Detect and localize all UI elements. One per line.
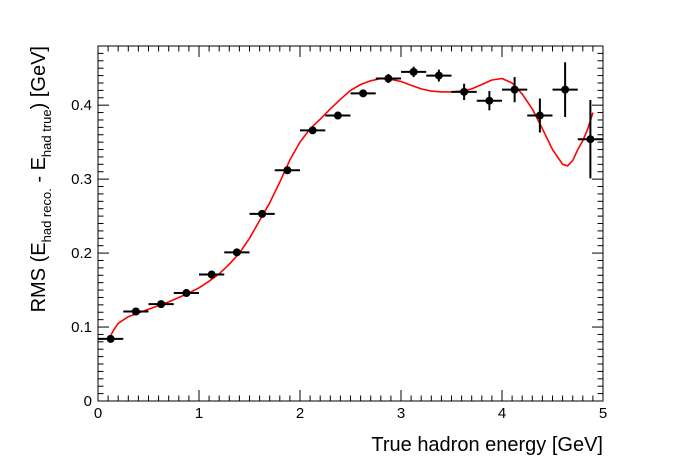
data-point xyxy=(300,126,326,135)
data-points-layer xyxy=(98,62,603,343)
y-axis-title-sub1: had reco. xyxy=(39,188,54,242)
data-point xyxy=(552,62,578,117)
data-point xyxy=(577,99,603,179)
fit-curve-layer xyxy=(107,77,594,341)
y-tick-labels: 0 0.1 0.2 0.3 0.4 xyxy=(71,97,92,410)
data-marker xyxy=(409,67,418,76)
data-marker xyxy=(232,248,241,257)
data-marker xyxy=(258,209,267,218)
plot-frame xyxy=(97,45,604,402)
axis-ticks xyxy=(97,45,604,402)
y-tick-label: 0.4 xyxy=(71,97,92,114)
data-point xyxy=(274,166,300,175)
data-marker xyxy=(157,300,166,309)
data-marker xyxy=(561,85,570,94)
y-axis-title-prefix: RMS (E xyxy=(28,242,50,312)
data-point xyxy=(173,289,199,298)
x-tick-label: 2 xyxy=(296,405,304,422)
data-marker xyxy=(106,334,115,343)
data-point xyxy=(451,83,477,100)
x-tick-label: 3 xyxy=(397,405,405,422)
x-tick-label: 1 xyxy=(195,405,203,422)
fit-curve xyxy=(107,77,594,341)
data-point xyxy=(527,98,553,133)
x-axis-title: True hadron energy [GeV] xyxy=(371,434,603,456)
data-marker xyxy=(283,166,292,175)
data-marker xyxy=(535,111,544,120)
data-marker xyxy=(131,307,140,316)
x-tick-label: 4 xyxy=(498,405,506,422)
data-marker xyxy=(182,289,191,298)
data-point xyxy=(325,111,351,120)
data-marker xyxy=(308,126,317,135)
data-marker xyxy=(359,89,368,98)
x-tick-label: 5 xyxy=(599,405,607,422)
y-axis-title-sub2: had true xyxy=(39,109,54,157)
y-tick-label: 0 xyxy=(84,393,92,410)
data-marker xyxy=(434,71,443,80)
data-marker xyxy=(510,85,519,94)
y-tick-label: 0.3 xyxy=(71,171,92,188)
data-point xyxy=(401,66,427,78)
data-point xyxy=(350,89,376,98)
data-point xyxy=(476,91,502,111)
data-point xyxy=(426,69,452,82)
data-marker xyxy=(333,111,342,120)
data-marker xyxy=(485,96,494,105)
data-point xyxy=(502,77,528,103)
x-tick-labels: 0 1 2 3 4 5 xyxy=(94,405,607,422)
data-point xyxy=(148,300,174,309)
y-axis-title-middle: - E xyxy=(28,157,50,188)
y-tick-label: 0.1 xyxy=(71,319,92,336)
data-marker xyxy=(586,135,595,144)
data-marker xyxy=(207,270,216,279)
data-point xyxy=(199,270,225,279)
data-point xyxy=(224,248,250,257)
y-axis-title: RMS (Ehad reco. - Ehad true) [GeV] xyxy=(28,46,54,312)
data-point xyxy=(98,334,124,343)
x-tick-label: 0 xyxy=(94,405,102,422)
data-point xyxy=(249,209,275,218)
data-marker xyxy=(460,87,469,96)
data-marker xyxy=(384,74,393,83)
data-point xyxy=(123,307,149,316)
y-tick-label: 0.2 xyxy=(71,245,92,262)
data-point xyxy=(375,74,401,83)
y-axis-title-suffix: ) [GeV] xyxy=(28,46,50,109)
